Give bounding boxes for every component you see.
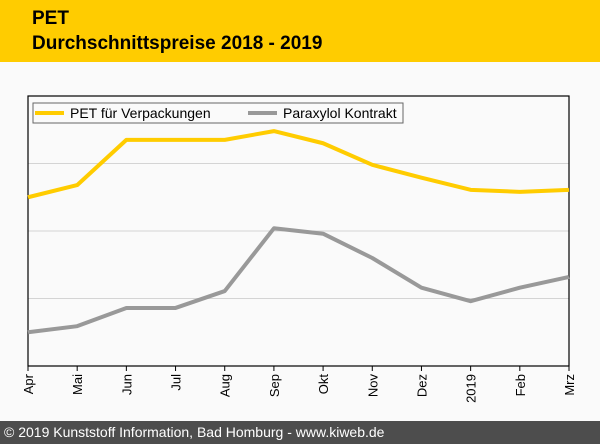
x-tick-label: Mai xyxy=(70,374,85,395)
legend-label: PET für Verpackungen xyxy=(70,105,211,121)
line-chart: Apr Mai Jun Jul Aug Sep Okt Nov Dez 2019 Feb Mrz PET… xyxy=(21,95,577,403)
series-line-pet xyxy=(27,129,570,200)
x-tick-label: 2019 xyxy=(464,374,479,403)
x-tick-label: Mrz xyxy=(562,374,577,396)
legend-label: Paraxylol Kontrakt xyxy=(283,105,397,121)
x-tick-label: Feb xyxy=(513,374,528,396)
x-tick-label: Apr xyxy=(21,373,36,394)
x-tick-label: Aug xyxy=(218,374,233,397)
series-line-paraxylol xyxy=(27,226,570,335)
chart-title: PET xyxy=(32,8,69,29)
x-tick-label: Okt xyxy=(316,374,331,395)
x-tick-label: Dez xyxy=(414,374,429,397)
header: PET Durchschnittspreise 2018 - 2019 xyxy=(0,0,600,62)
x-tick-label: Jun xyxy=(119,374,134,395)
x-tick-label: Nov xyxy=(365,374,380,398)
footer-copyright: © 2019 Kunststoff Information, Bad Hombu… xyxy=(0,421,600,444)
plot-frame xyxy=(27,95,570,367)
legend-box xyxy=(32,102,404,124)
x-tick-label: Sep xyxy=(267,374,282,397)
x-tick-label: Jul xyxy=(169,374,184,391)
chart-subtitle: Durchschnittspreise 2018 - 2019 xyxy=(32,33,323,54)
